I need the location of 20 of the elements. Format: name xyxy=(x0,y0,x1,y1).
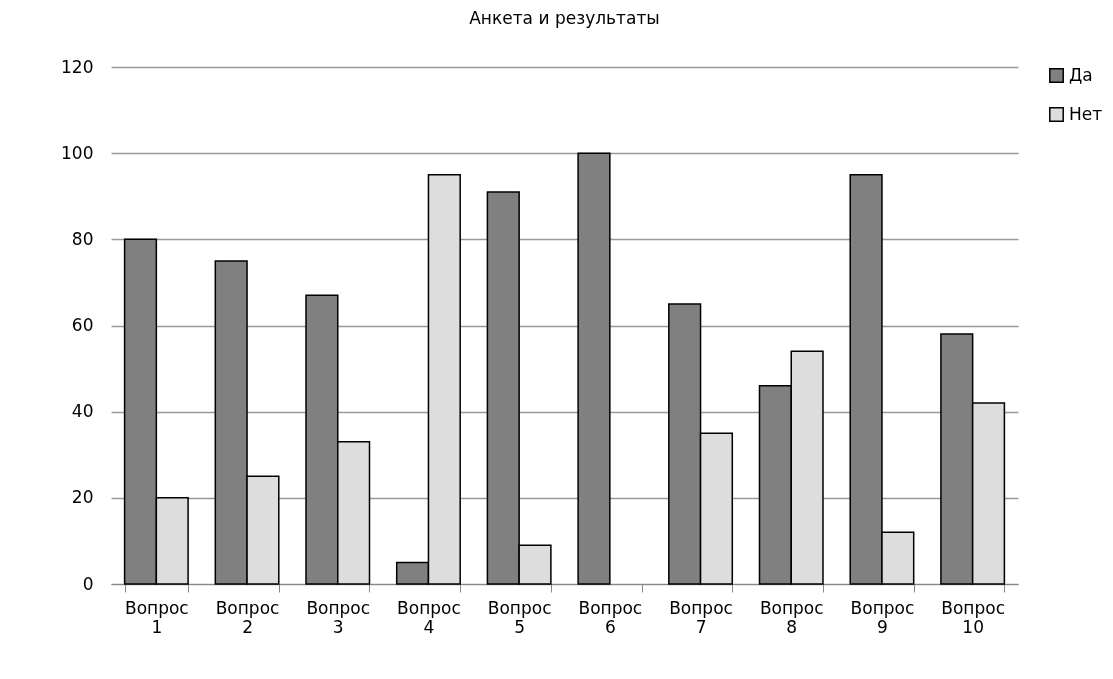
x-tick-label: Вопрос 2 xyxy=(215,597,280,637)
x-tick-label: Вопрос 5 xyxy=(487,597,552,637)
y-tick-label: 20 xyxy=(71,487,94,508)
y-tick-label: 40 xyxy=(71,401,94,422)
x-tick-label: Вопрос 3 xyxy=(306,597,371,637)
y-tick-label: 100 xyxy=(61,142,94,163)
y-tick-label: 80 xyxy=(71,228,94,249)
x-tick-label: Вопрос 9 xyxy=(850,597,915,637)
x-tick-label: Вопрос 6 xyxy=(578,597,643,637)
x-tick-label: Вопрос 8 xyxy=(759,597,824,637)
y-tick-label: 120 xyxy=(61,56,94,77)
x-tick-label: Вопрос 10 xyxy=(941,597,1006,637)
y-tick-label: 0 xyxy=(82,573,94,594)
y-tick-label: 60 xyxy=(71,315,94,335)
x-tick-label: Вопрос 4 xyxy=(397,597,461,637)
legend-label: Да xyxy=(1069,64,1093,85)
x-tick-label: Вопрос 1 xyxy=(124,597,189,637)
x-tick-label: Вопрос 7 xyxy=(669,597,733,637)
chart-title: Анкета и результаты xyxy=(469,8,660,28)
legend-label: Нет xyxy=(1069,103,1103,124)
